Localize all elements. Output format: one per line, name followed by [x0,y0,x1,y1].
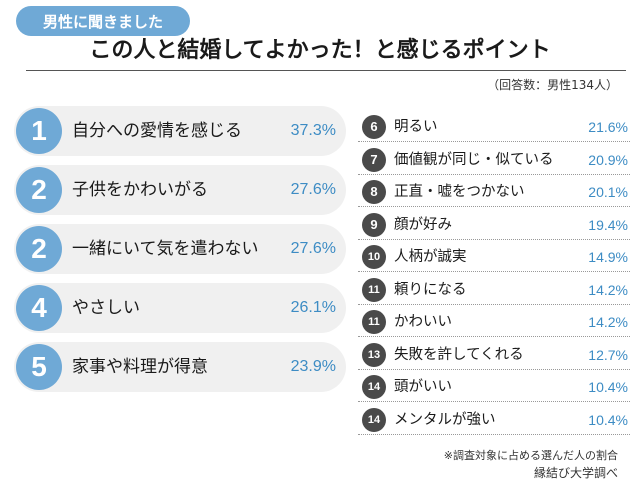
ranking-row-small: 11 頼りになる 14.2% [358,277,630,305]
item-label: かわいい [394,314,452,330]
item-label: 顔が好み [394,216,452,233]
rank-badge: 9 [362,212,386,237]
item-label: 自分への愛情を感じる [72,121,242,141]
ranking-row-large: 4 やさしい 26.1% [14,283,346,333]
ranking-row-small: 14 メンタルが強い 10.4% [358,407,630,435]
ranking-row-large: 1 自分への愛情を感じる 37.3% [14,106,346,156]
rank-badge: 14 [362,375,386,399]
ranking-row-large: 5 家事や料理が得意 23.9% [14,342,346,392]
item-percentage: 19.4% [588,216,628,233]
respondent-count: （回答数：男性134人） [487,78,618,92]
rank-badge: 2 [16,167,62,213]
ranking-row-small: 13 失敗を許してくれる 12.7% [358,342,630,370]
item-label: 失敗を許してくれる [394,346,524,363]
item-label: 一緒にいて気を遣わない [72,239,259,259]
ranking-row-small: 10 人柄が誠実 14.9% [358,244,630,272]
item-percentage: 20.9% [588,151,628,168]
item-label: 明るい [394,119,438,135]
item-percentage: 21.6% [588,119,628,135]
rank-badge: 6 [362,115,386,139]
rank-badge: 1 [16,108,62,154]
title-divider [26,70,626,71]
item-percentage: 27.6% [290,240,336,257]
item-label: 頭がいい [394,379,452,395]
footnote: ※調査対象に占める選んだ人の割合 [443,449,618,462]
source-credit: 縁結び大学調べ [533,466,618,480]
item-percentage: 37.3% [290,122,336,139]
item-label: 人柄が誠実 [394,249,467,265]
item-percentage: 12.7% [588,346,628,363]
ranking-row-small: 8 正直・嘘をつかない 20.1% [358,179,630,207]
rank-badge: 14 [362,407,386,432]
rank-badge: 13 [362,342,386,367]
rank-badge: 7 [362,147,386,172]
rank-badge: 11 [362,277,386,302]
ranking-row-small: 14 頭がいい 10.4% [358,374,630,402]
item-label: メンタルが強い [394,411,496,428]
rank-badge: 5 [16,344,62,390]
rank-badge: 8 [362,180,386,204]
item-percentage: 27.6% [290,181,336,198]
ranking-row-small: 7 価値観が同じ・似ている 20.9% [358,147,630,175]
item-label: 子供をかわいがる [72,180,208,200]
rank-badge: 10 [362,245,386,269]
category-tag: 男性に聞きました [16,6,190,36]
item-percentage: 10.4% [588,379,628,395]
chart-title: この人と結婚してよかった！と感じるポイント [89,38,551,63]
item-percentage: 14.2% [588,314,628,330]
item-label: やさしい [72,298,140,318]
item-percentage: 26.1% [290,299,336,316]
ranking-row-large: 2 子供をかわいがる 27.6% [14,165,346,215]
item-label: 頼りになる [394,281,467,298]
item-label: 家事や料理が得意 [72,357,208,377]
rank-badge: 11 [362,310,386,334]
rank-badge: 4 [16,285,62,331]
item-percentage: 23.9% [290,358,336,375]
item-percentage: 14.9% [588,249,628,265]
ranking-row-small: 6 明るい 21.6% [358,114,630,142]
ranking-row-large: 2 一緒にいて気を遣わない 27.6% [14,224,346,274]
ranking-row-small: 9 顔が好み 19.4% [358,212,630,240]
item-percentage: 10.4% [588,411,628,428]
item-percentage: 20.1% [588,184,628,200]
ranking-row-small: 11 かわいい 14.2% [358,309,630,337]
item-label: 価値観が同じ・似ている [394,151,554,168]
rank-badge: 2 [16,226,62,272]
item-label: 正直・嘘をつかない [394,184,525,200]
item-percentage: 14.2% [588,281,628,298]
